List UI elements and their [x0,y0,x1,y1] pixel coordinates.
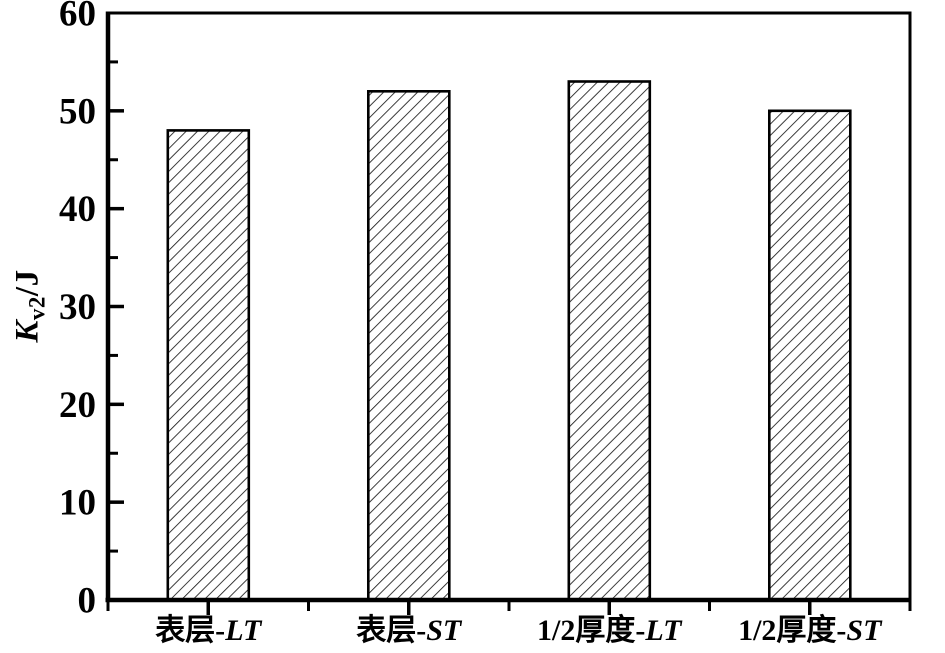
x-tick-label-suffix: LT [224,614,263,647]
x-tick-label: 表层-LT [155,614,263,647]
x-tick-label-prefix: 表层- [356,614,426,647]
y-tick-label: 40 [59,189,96,230]
y-tick-label: 0 [78,581,97,622]
x-tick-label-suffix: ST [426,614,463,647]
x-tick-label: 表层-ST [356,614,463,647]
bar [567,80,652,602]
x-tick-label-suffix: ST [846,614,883,647]
y-axis-title-symbol: K [9,320,46,343]
x-tick-label-suffix: LT [644,614,683,647]
x-tick-label-prefix: 1/2厚度- [738,614,846,647]
x-tick-label-prefix: 1/2厚度- [537,614,645,647]
bar [166,129,251,602]
x-tick-label: 1/2厚度-LT [537,614,683,647]
y-tick-label: 60 [59,0,96,35]
bar [767,109,852,602]
axes-layer [105,11,912,615]
y-axis-title-subscript: v2 [24,296,50,321]
y-tick-label: 30 [59,287,96,328]
y-tick-label: 10 [59,483,96,524]
x-tick-label-prefix: 表层- [155,614,225,647]
y-tick-label: 20 [59,385,96,426]
bar [366,90,451,602]
y-axis-title-unit: /J [9,269,46,297]
y-tick-label: 50 [59,91,96,132]
x-tick-label: 1/2厚度-ST [738,614,883,647]
y-axis-title: Kv2/J [10,269,51,342]
bars-layer [166,80,852,602]
